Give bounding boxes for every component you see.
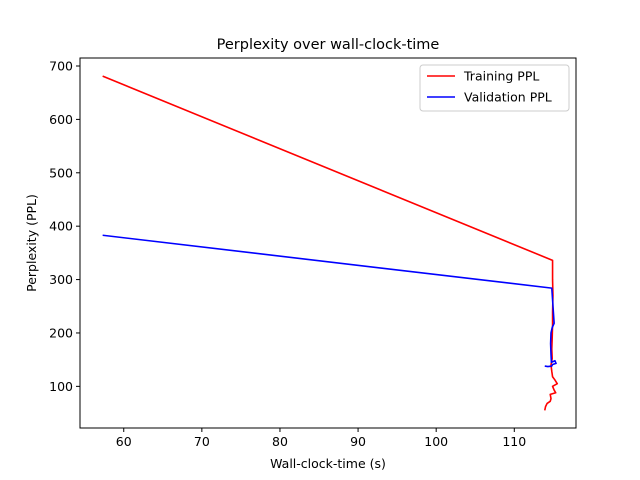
legend: Training PPL Validation PPL (419, 64, 570, 112)
legend-box (419, 64, 570, 112)
legend-label-1: Validation PPL (464, 90, 552, 105)
series-line-1 (102, 234, 557, 368)
y-tick-label-5: 600 (49, 112, 73, 127)
axes-frame (79, 57, 577, 429)
x-tick-label-5: 110 (502, 434, 526, 449)
y-tick-label-3: 400 (49, 219, 73, 234)
y-tick-label-6: 700 (49, 59, 73, 74)
y-axis-label: Perplexity (PPL) (24, 194, 39, 292)
legend-label-0: Training PPL (463, 69, 539, 84)
x-axis: 60 70 80 90 100 110 (116, 428, 526, 449)
y-tick-label-2: 300 (49, 272, 73, 287)
x-tick-label-2: 80 (272, 434, 288, 449)
x-tick-label-1: 70 (194, 434, 210, 449)
x-tick-label-4: 100 (424, 434, 448, 449)
x-tick-label-0: 60 (116, 434, 132, 449)
plot-area (102, 75, 559, 411)
y-tick-label-4: 500 (49, 165, 73, 180)
y-tick-label-0: 100 (49, 379, 73, 394)
y-tick-label-1: 200 (49, 325, 73, 340)
x-tick-label-3: 90 (350, 434, 366, 449)
chart-title: Perplexity over wall-clock-time (217, 37, 440, 53)
x-axis-label: Wall-clock-time (s) (270, 456, 386, 471)
y-axis: 100 200 300 400 500 600 700 (49, 59, 80, 394)
